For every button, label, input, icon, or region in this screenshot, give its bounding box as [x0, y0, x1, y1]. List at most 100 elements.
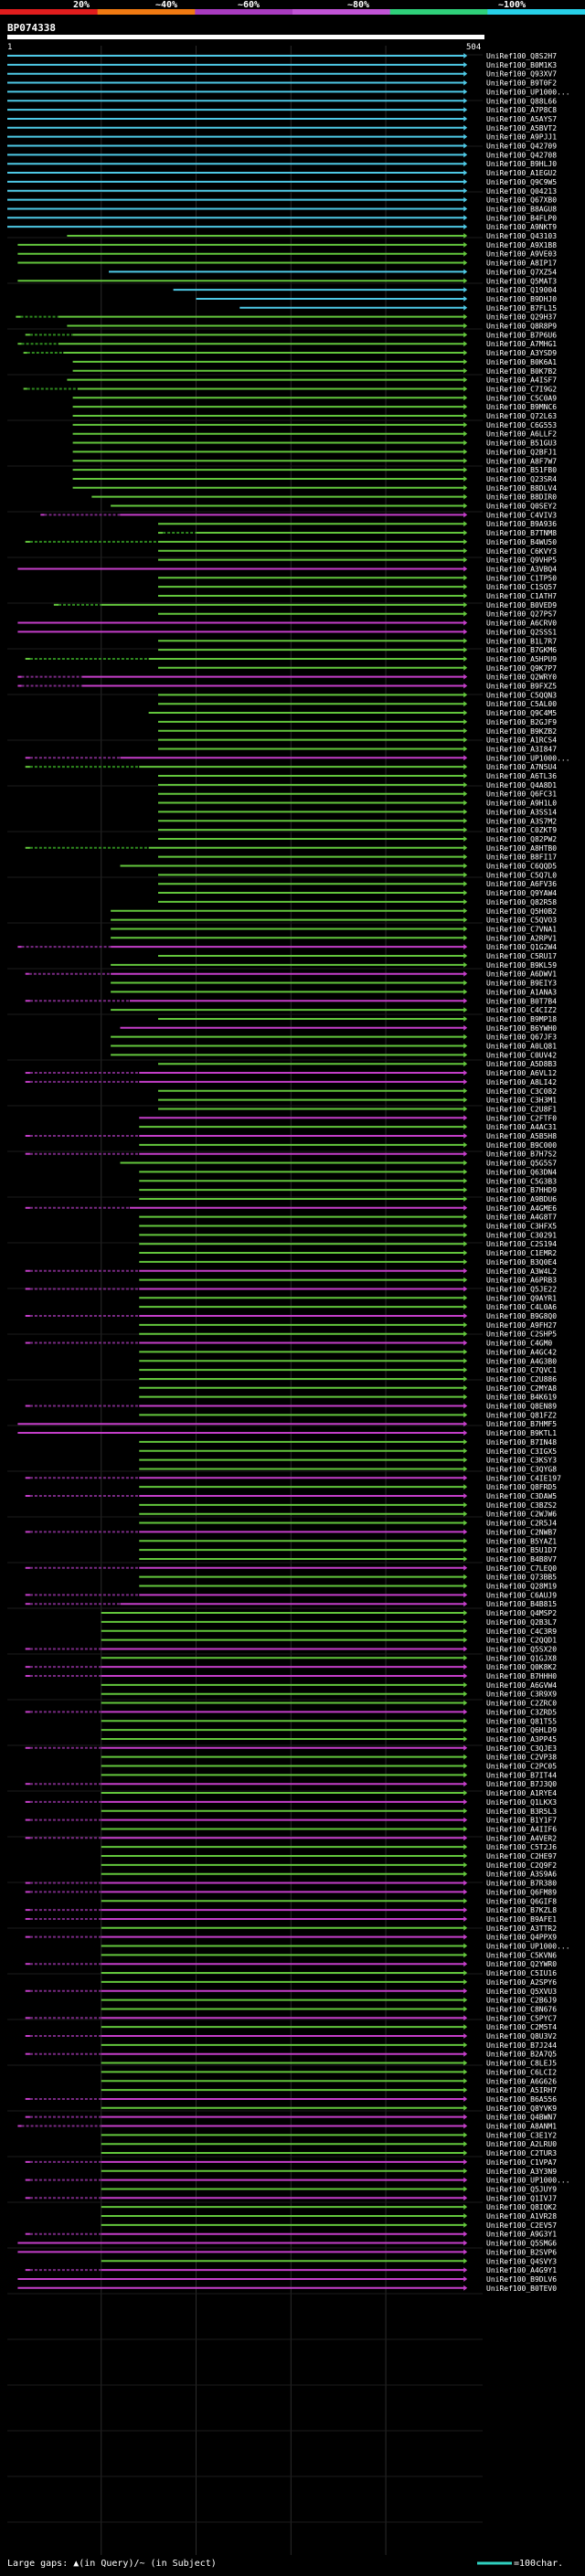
hit-label[interactable]: UniRef100_B9C000: [486, 1141, 557, 1150]
hit-label[interactable]: UniRef100_C3QYG8: [486, 1465, 557, 1473]
hit-label[interactable]: UniRef100_UP1000...: [486, 88, 570, 96]
hit-label[interactable]: UniRef100_Q9YAW4: [486, 889, 557, 897]
hit-label[interactable]: UniRef100_A6TL36: [486, 772, 557, 780]
hit-label[interactable]: UniRef100_Q1GJX8: [486, 1654, 557, 1662]
hit-label[interactable]: UniRef100_A7P8C8: [486, 106, 557, 114]
hit-label[interactable]: UniRef100_B9DHJ0: [486, 295, 557, 303]
hit-label[interactable]: UniRef100_Q9VHP5: [486, 557, 557, 565]
hit-label[interactable]: UniRef100_C5AL00: [486, 700, 557, 708]
hit-label[interactable]: UniRef100_C0UV42: [486, 1051, 557, 1059]
hit-label[interactable]: UniRef100_C4GM0: [486, 1340, 552, 1348]
hit-label[interactable]: UniRef100_C5PYC7: [486, 2014, 557, 2022]
hit-label[interactable]: UniRef100_A5D8B3: [486, 1060, 557, 1068]
hit-label[interactable]: UniRef100_Q1G2W4: [486, 943, 557, 951]
hit-label[interactable]: UniRef100_Q63DN4: [486, 1168, 557, 1176]
hit-label[interactable]: UniRef100_Q43103: [486, 232, 557, 240]
hit-label[interactable]: UniRef100_A7MHG1: [486, 340, 557, 348]
hit-label[interactable]: UniRef100_A4G8T7: [486, 1214, 557, 1222]
hit-label[interactable]: UniRef100_A4AC31: [486, 1123, 557, 1131]
hit-label[interactable]: UniRef100_A4G9Y1: [486, 2266, 557, 2274]
hit-label[interactable]: UniRef100_C8N676: [486, 2005, 557, 2013]
hit-label[interactable]: UniRef100_C6KVY3: [486, 547, 557, 556]
hit-label[interactable]: UniRef100_Q67XB0: [486, 196, 557, 205]
hit-label[interactable]: UniRef100_B8DIR0: [486, 493, 557, 502]
hit-label[interactable]: UniRef100_C8LEJ5: [486, 2060, 557, 2068]
hit-label[interactable]: UniRef100_C3KSY3: [486, 1457, 557, 1465]
hit-label[interactable]: UniRef100_C4VIV3: [486, 511, 557, 519]
hit-label[interactable]: UniRef100_B9DLV6: [486, 2275, 557, 2284]
hit-label[interactable]: UniRef100_B9AFE1: [486, 1915, 557, 1924]
hit-label[interactable]: UniRef100_Q4A8D1: [486, 781, 557, 790]
hit-label[interactable]: UniRef100_B7GKM6: [486, 646, 557, 654]
hit-label[interactable]: UniRef100_C2HE97: [486, 1852, 557, 1860]
hit-label[interactable]: UniRef100_B4B8V7: [486, 1555, 557, 1564]
hit-label[interactable]: UniRef100_Q1IVJ7: [486, 2194, 557, 2202]
hit-label[interactable]: UniRef100_B9MNC6: [486, 403, 557, 411]
hit-label[interactable]: UniRef100_Q2SSS1: [486, 628, 557, 636]
hit-label[interactable]: UniRef100_A9NKT9: [486, 223, 557, 231]
hit-label[interactable]: UniRef100_B2SVP6: [486, 2248, 557, 2256]
hit-label[interactable]: UniRef100_C2R5J4: [486, 1520, 557, 1528]
hit-label[interactable]: UniRef100_A5HPU9: [486, 655, 557, 663]
hit-label[interactable]: UniRef100_Q8S2H7: [486, 52, 557, 60]
hit-label[interactable]: UniRef100_Q04213: [486, 187, 557, 196]
hit-label[interactable]: UniRef100_C7LEQ0: [486, 1564, 557, 1573]
hit-label[interactable]: UniRef100_A9VE03: [486, 250, 557, 259]
hit-label[interactable]: UniRef100_C2NWB7: [486, 1528, 557, 1536]
hit-label[interactable]: UniRef100_A6PRB3: [486, 1277, 557, 1285]
hit-label[interactable]: UniRef100_B9EIY3: [486, 980, 557, 988]
hit-label[interactable]: UniRef100_B7HHD9: [486, 1186, 557, 1194]
hit-label[interactable]: UniRef100_A3S7M2: [486, 817, 557, 825]
hit-label[interactable]: UniRef100_Q5SX20: [486, 1645, 557, 1653]
hit-label[interactable]: UniRef100_A6GVW4: [486, 1681, 557, 1690]
hit-label[interactable]: UniRef100_Q5G5S7: [486, 1160, 557, 1168]
hit-label[interactable]: UniRef100_B9HLJ0: [486, 160, 557, 168]
hit-label[interactable]: UniRef100_Q67JF3: [486, 1034, 557, 1042]
hit-label[interactable]: UniRef100_A3W4L2: [486, 1267, 557, 1276]
hit-label[interactable]: UniRef100_A4ISF7: [486, 376, 557, 385]
hit-label[interactable]: UniRef100_Q82PW2: [486, 835, 557, 843]
hit-label[interactable]: UniRef100_C5IU16: [486, 1969, 557, 1977]
hit-label[interactable]: UniRef100_A0LQ81: [486, 1043, 557, 1051]
hit-label[interactable]: UniRef100_C1TP50: [486, 574, 557, 582]
hit-label[interactable]: UniRef100_B0K7B2: [486, 367, 557, 376]
hit-label[interactable]: UniRef100_C2EV57: [486, 2221, 557, 2230]
hit-label[interactable]: UniRef100_Q5XVU3: [486, 1988, 557, 1996]
hit-label[interactable]: UniRef100_B7IT44: [486, 1771, 557, 1779]
hit-label[interactable]: UniRef100_Q2B3L7: [486, 1618, 557, 1627]
hit-label[interactable]: UniRef100_C1ATH7: [486, 592, 557, 600]
hit-label[interactable]: UniRef100_C2S194: [486, 1240, 557, 1248]
hit-label[interactable]: UniRef100_Q81T55: [486, 1717, 557, 1725]
hit-label[interactable]: UniRef100_C5QQN3: [486, 691, 557, 699]
hit-label[interactable]: UniRef100_Q6FC31: [486, 790, 557, 799]
hit-label[interactable]: UniRef100_UP1000...: [486, 1943, 570, 1951]
hit-label[interactable]: UniRef100_Q5MAT3: [486, 277, 557, 285]
hit-label[interactable]: UniRef100_B8DLV4: [486, 484, 557, 493]
hit-label[interactable]: UniRef100_B0T7B4: [486, 997, 557, 1005]
hit-label[interactable]: UniRef100_A3TTR2: [486, 1924, 557, 1933]
hit-label[interactable]: UniRef100_C2MYA8: [486, 1384, 557, 1393]
hit-label[interactable]: UniRef100_Q8YVK9: [486, 2104, 557, 2113]
hit-label[interactable]: UniRef100_A6G626: [486, 2077, 557, 2085]
hit-label[interactable]: UniRef100_Q8EN89: [486, 1403, 557, 1411]
hit-label[interactable]: UniRef100_C5Q7L0: [486, 871, 557, 879]
hit-label[interactable]: UniRef100_C3QJE3: [486, 1744, 557, 1753]
hit-label[interactable]: UniRef100_C3ZRD5: [486, 1708, 557, 1716]
hit-label[interactable]: UniRef100_Q5H0B2: [486, 907, 557, 916]
hit-label[interactable]: UniRef100_B6YWH0: [486, 1024, 557, 1033]
hit-label[interactable]: UniRef100_A9PJJ1: [486, 133, 557, 142]
hit-label[interactable]: UniRef100_A5BVT2: [486, 124, 557, 133]
hit-label[interactable]: UniRef100_C2U886: [486, 1375, 557, 1383]
hit-label[interactable]: UniRef100_Q27PS7: [486, 610, 557, 619]
hit-label[interactable]: UniRef100_A3I847: [486, 745, 557, 753]
hit-label[interactable]: UniRef100_A1EGU2: [486, 169, 557, 177]
hit-label[interactable]: UniRef100_Q0SEY2: [486, 503, 557, 511]
hit-label[interactable]: UniRef100_A5B5H8: [486, 1132, 557, 1140]
hit-label[interactable]: UniRef100_C2PC05: [486, 1763, 557, 1771]
hit-label[interactable]: UniRef100_A9BDU6: [486, 1195, 557, 1203]
hit-label[interactable]: UniRef100_Q9K7P7: [486, 664, 557, 673]
hit-label[interactable]: UniRef100_Q88L66: [486, 97, 557, 105]
hit-label[interactable]: UniRef100_A8ANM1: [486, 2123, 557, 2131]
hit-label[interactable]: UniRef100_A6CRV0: [486, 620, 557, 628]
hit-label[interactable]: UniRef100_Q4BWN7: [486, 2114, 557, 2122]
